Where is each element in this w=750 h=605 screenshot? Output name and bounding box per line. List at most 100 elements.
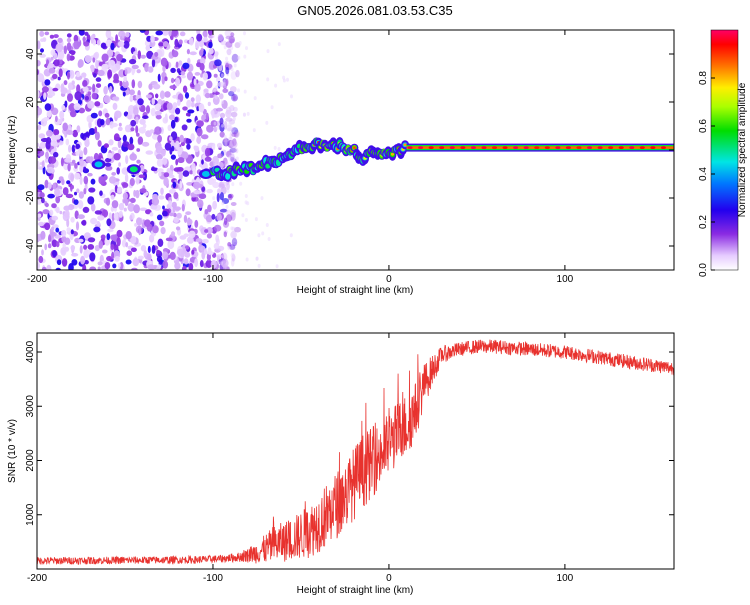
noise-speck <box>217 81 224 87</box>
noise-speck <box>145 150 154 155</box>
noise-speck <box>172 102 178 109</box>
noise-speck <box>108 176 117 184</box>
noise-speck <box>194 219 199 228</box>
noise-speck <box>185 112 191 117</box>
noise-speck <box>156 249 161 255</box>
noise-speck <box>73 199 79 206</box>
noise-speck <box>267 237 271 241</box>
noise-speck <box>168 114 175 121</box>
noise-speck <box>66 180 71 185</box>
noise-speck <box>156 214 163 221</box>
noise-speck <box>37 221 45 227</box>
noise-speck <box>94 131 100 141</box>
noise-speck <box>154 103 162 111</box>
noise-speck <box>230 209 237 218</box>
noise-speck <box>75 150 80 156</box>
noise-speck <box>58 68 63 78</box>
noise-speck <box>69 70 75 79</box>
noise-speck <box>198 49 204 57</box>
noise-speck <box>168 189 177 194</box>
noise-speck <box>175 107 181 115</box>
noise-speck <box>174 38 179 48</box>
y-tick-label: 40 <box>25 48 36 60</box>
noise-speck <box>55 267 61 270</box>
noise-speck <box>186 99 192 108</box>
track-core <box>565 146 571 150</box>
noise-speck <box>142 115 149 120</box>
noise-speck <box>188 230 196 239</box>
noise-speck <box>82 86 89 93</box>
noise-speck <box>62 187 69 196</box>
noise-speck <box>182 106 188 111</box>
noise-speck <box>44 31 50 36</box>
noise-speck <box>61 235 67 243</box>
x-tick-label: -100 <box>203 573 223 584</box>
noise-speck <box>183 233 189 238</box>
noise-speck <box>80 255 86 265</box>
noise-speck <box>54 134 61 140</box>
noise-speck <box>164 113 168 123</box>
noise-speck <box>183 258 189 265</box>
noise-speck <box>44 103 52 111</box>
noise-speck <box>204 156 212 162</box>
noise-speck <box>186 71 194 81</box>
noise-speck <box>121 32 125 38</box>
noise-speck <box>225 209 231 215</box>
noise-speck <box>122 182 129 188</box>
noise-speck <box>93 152 99 161</box>
noise-speck <box>229 86 237 93</box>
noise-speck <box>63 205 71 211</box>
noise-speck <box>139 207 148 212</box>
noise-speck <box>110 42 115 51</box>
noise-speck <box>129 58 137 65</box>
noise-speck <box>169 251 176 260</box>
noise-speck <box>100 234 106 240</box>
noise-speck <box>232 96 238 101</box>
noise-speck <box>155 145 163 154</box>
noise-speck <box>178 171 183 181</box>
noise-speck <box>138 226 142 236</box>
noise-speck <box>137 98 144 106</box>
noise-speck <box>221 258 229 268</box>
noise-speck <box>137 50 142 60</box>
noise-speck <box>97 215 105 221</box>
noise-speck <box>161 251 169 260</box>
noise-speck <box>136 132 140 137</box>
noise-speck <box>37 184 45 191</box>
noise-speck <box>51 239 58 248</box>
noise-speck <box>79 150 84 158</box>
track-blob <box>129 166 138 173</box>
y-tick-label: 2000 <box>25 449 36 472</box>
noise-speck <box>177 146 184 153</box>
noise-speck <box>146 223 153 232</box>
track-core <box>544 146 550 150</box>
noise-speck <box>106 233 111 241</box>
noise-speck <box>184 251 191 258</box>
noise-speck <box>71 252 79 257</box>
noise-speck <box>41 86 49 93</box>
noise-speck <box>170 231 176 237</box>
noise-speck <box>78 30 85 36</box>
noise-speck <box>67 93 73 102</box>
noise-speck <box>107 69 113 79</box>
noise-speck <box>182 85 188 93</box>
snr-series-line <box>37 339 674 566</box>
noise-speck <box>226 48 232 56</box>
noise-speck <box>171 201 177 209</box>
noise-speck <box>160 187 164 195</box>
noise-speck <box>87 244 95 250</box>
noise-speck <box>253 96 257 101</box>
noise-speck <box>132 258 140 267</box>
noise-speck <box>116 229 123 238</box>
noise-speck <box>202 37 209 43</box>
snr-frame <box>36 332 675 570</box>
noise-speck <box>133 189 137 197</box>
noise-speck <box>43 92 47 100</box>
noise-speck <box>214 59 222 67</box>
noise-speck <box>230 140 238 149</box>
noise-speck <box>219 192 224 201</box>
noise-speck <box>183 214 188 223</box>
noise-speck <box>204 229 209 233</box>
noise-speck <box>83 41 90 47</box>
noise-speck <box>265 120 269 125</box>
